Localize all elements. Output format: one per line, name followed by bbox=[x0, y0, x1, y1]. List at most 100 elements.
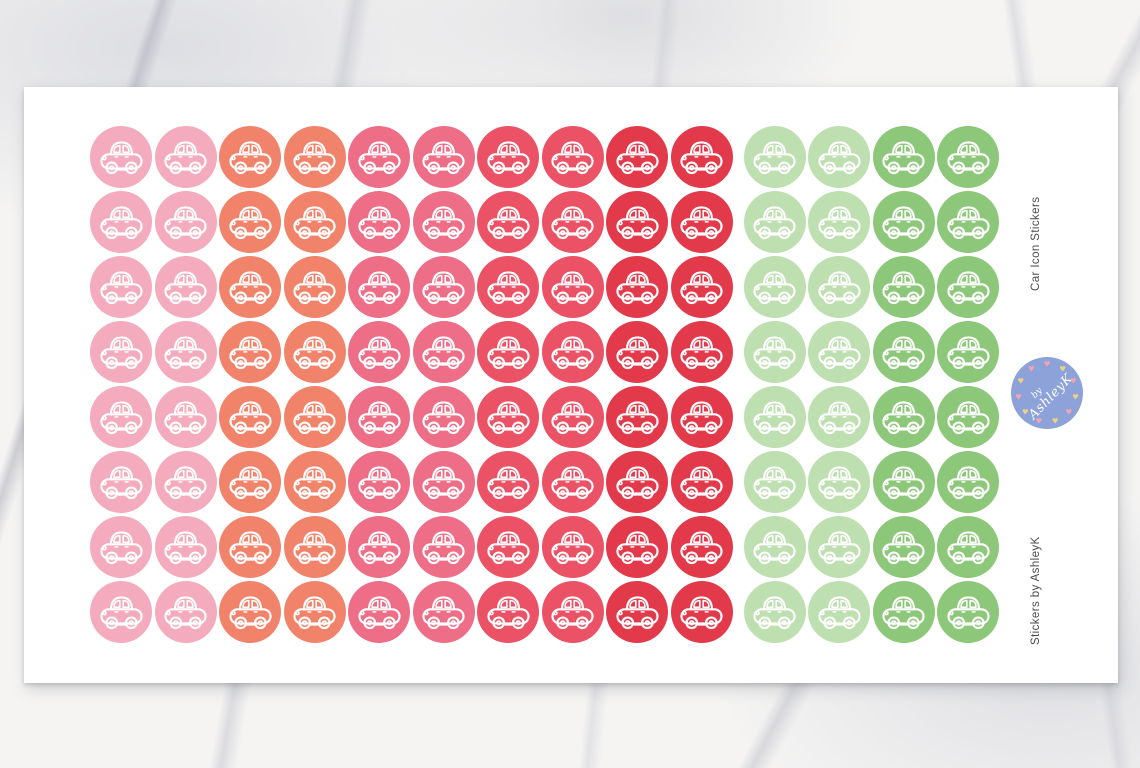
sticker-light-pink bbox=[154, 581, 217, 643]
car-icon bbox=[680, 271, 723, 305]
heart-icon: ♥ bbox=[1043, 359, 1051, 369]
sticker-light-green bbox=[808, 451, 870, 513]
sticker-coral-red bbox=[477, 256, 539, 318]
sticker-green bbox=[872, 191, 935, 253]
sticker-red bbox=[670, 256, 733, 318]
sticker-coral-red bbox=[477, 126, 539, 188]
car-icon bbox=[99, 596, 143, 630]
car-icon bbox=[882, 141, 925, 175]
sticker-row bbox=[90, 191, 999, 253]
sticker-watermelon bbox=[412, 191, 475, 253]
sticker-coral-red bbox=[541, 126, 604, 188]
car-icon bbox=[99, 141, 143, 175]
brand-badge: by AshleyK ♥ ♥ ♥ ♥ ♥ ♥ ♥ ♥ ♥ ♥ ♥ bbox=[1011, 357, 1083, 429]
sticker-green bbox=[937, 256, 999, 318]
car-icon bbox=[422, 206, 465, 240]
sticker-coral-red bbox=[541, 256, 604, 318]
sticker-row bbox=[90, 581, 999, 643]
car-icon bbox=[99, 466, 143, 500]
sticker-red bbox=[606, 451, 668, 513]
car-icon bbox=[551, 141, 594, 175]
sticker-light-green bbox=[743, 191, 806, 253]
sticker-row bbox=[90, 516, 999, 578]
sticker-light-pink bbox=[90, 581, 152, 643]
car-icon bbox=[817, 336, 861, 370]
car-icon bbox=[99, 206, 143, 240]
sticker-red bbox=[606, 126, 668, 188]
sticker-watermelon bbox=[348, 386, 410, 448]
sticker-coral-red bbox=[541, 191, 604, 253]
car-icon bbox=[680, 596, 723, 630]
car-icon bbox=[946, 531, 990, 565]
car-icon bbox=[228, 401, 272, 435]
car-icon bbox=[615, 596, 659, 630]
sticker-watermelon bbox=[348, 191, 410, 253]
car-icon bbox=[357, 401, 401, 435]
car-icon bbox=[753, 466, 796, 500]
sticker-coral-red bbox=[477, 581, 539, 643]
car-icon bbox=[680, 206, 723, 240]
car-icon bbox=[164, 531, 207, 565]
sticker-green bbox=[937, 581, 999, 643]
car-icon bbox=[551, 596, 594, 630]
car-icon bbox=[882, 531, 925, 565]
sticker-red bbox=[670, 451, 733, 513]
car-icon bbox=[357, 466, 401, 500]
car-icon bbox=[680, 336, 723, 370]
car-icon bbox=[817, 141, 861, 175]
car-icon bbox=[357, 141, 401, 175]
sticker-coral-red bbox=[541, 581, 604, 643]
sticker-light-pink bbox=[90, 191, 152, 253]
sticker-light-green bbox=[743, 126, 806, 188]
sticker-row bbox=[90, 386, 999, 448]
car-icon bbox=[882, 596, 925, 630]
sticker-green bbox=[872, 321, 935, 383]
sticker-light-green bbox=[808, 126, 870, 188]
sticker-watermelon bbox=[348, 581, 410, 643]
sticker-green bbox=[872, 256, 935, 318]
sticker-coral bbox=[219, 516, 281, 578]
car-icon bbox=[680, 141, 723, 175]
sticker-coral bbox=[283, 581, 346, 643]
sticker-light-green bbox=[808, 256, 870, 318]
car-icon bbox=[293, 531, 336, 565]
sticker-light-pink bbox=[154, 126, 217, 188]
car-icon bbox=[164, 206, 207, 240]
sticker-light-green bbox=[743, 451, 806, 513]
sticker-red bbox=[670, 191, 733, 253]
car-icon bbox=[817, 596, 861, 630]
sticker-light-pink bbox=[90, 516, 152, 578]
car-icon bbox=[817, 401, 861, 435]
car-icon bbox=[680, 466, 723, 500]
heart-icon: ♥ bbox=[1017, 376, 1025, 386]
car-icon bbox=[551, 466, 594, 500]
car-icon bbox=[228, 596, 272, 630]
sticker-light-pink bbox=[154, 256, 217, 318]
sticker-light-green bbox=[808, 321, 870, 383]
sticker-coral bbox=[219, 581, 281, 643]
car-icon bbox=[486, 466, 530, 500]
heart-icon: ♥ bbox=[1072, 392, 1079, 402]
sticker-green bbox=[937, 386, 999, 448]
sticker-red bbox=[670, 126, 733, 188]
sticker-watermelon bbox=[412, 256, 475, 318]
car-icon bbox=[422, 596, 465, 630]
car-icon bbox=[551, 531, 594, 565]
car-icon bbox=[422, 531, 465, 565]
sticker-light-pink bbox=[90, 451, 152, 513]
sticker-light-green bbox=[743, 256, 806, 318]
sticker-light-pink bbox=[154, 451, 217, 513]
car-icon bbox=[817, 466, 861, 500]
car-icon bbox=[817, 531, 861, 565]
car-icon bbox=[486, 401, 530, 435]
car-icon bbox=[615, 336, 659, 370]
sticker-row bbox=[90, 126, 999, 188]
car-icon bbox=[422, 401, 465, 435]
car-icon bbox=[882, 271, 925, 305]
sticker-watermelon bbox=[348, 451, 410, 513]
car-icon bbox=[164, 141, 207, 175]
car-icon bbox=[615, 466, 659, 500]
car-icon bbox=[99, 336, 143, 370]
car-icon bbox=[164, 466, 207, 500]
sticker-row bbox=[90, 451, 999, 513]
